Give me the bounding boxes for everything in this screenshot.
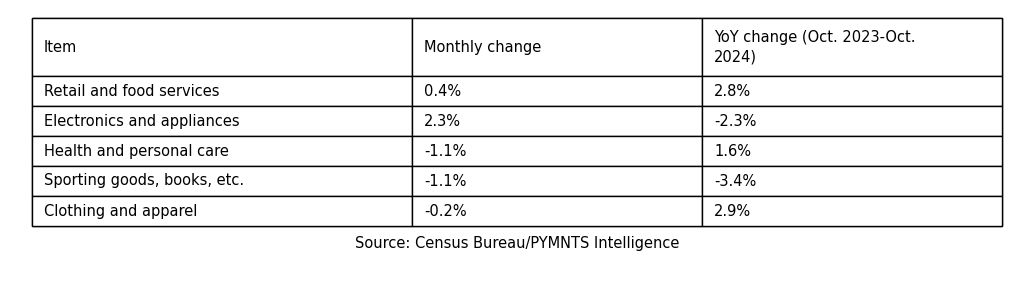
Bar	[702, 136, 1002, 166]
Text: -1.1%: -1.1%	[424, 143, 466, 158]
Bar	[32, 18, 1002, 226]
Bar	[32, 136, 412, 166]
Text: Source: Census Bureau/PYMNTS Intelligence: Source: Census Bureau/PYMNTS Intelligenc…	[355, 236, 679, 251]
Text: YoY change (Oct. 2023-Oct.
2024): YoY change (Oct. 2023-Oct. 2024)	[714, 30, 915, 65]
Bar	[702, 18, 1002, 76]
Bar	[412, 18, 702, 76]
Text: Health and personal care: Health and personal care	[44, 143, 229, 158]
Bar	[32, 166, 412, 196]
Text: 1.6%: 1.6%	[714, 143, 751, 158]
Text: Electronics and appliances: Electronics and appliances	[44, 113, 239, 128]
Bar	[702, 106, 1002, 136]
Text: -1.1%: -1.1%	[424, 173, 466, 189]
Bar	[412, 166, 702, 196]
Text: Sporting goods, books, etc.: Sporting goods, books, etc.	[44, 173, 244, 189]
Text: 0.4%: 0.4%	[424, 84, 461, 98]
Bar	[412, 196, 702, 226]
Text: Clothing and apparel: Clothing and apparel	[44, 204, 198, 219]
Bar	[412, 106, 702, 136]
Text: 2.3%: 2.3%	[424, 113, 461, 128]
Text: -3.4%: -3.4%	[714, 173, 757, 189]
Text: Item: Item	[44, 39, 78, 54]
Bar	[32, 106, 412, 136]
Text: 2.8%: 2.8%	[714, 84, 751, 98]
Bar	[702, 166, 1002, 196]
Bar	[32, 196, 412, 226]
Bar	[702, 196, 1002, 226]
Text: -0.2%: -0.2%	[424, 204, 466, 219]
Text: 2.9%: 2.9%	[714, 204, 751, 219]
Bar	[32, 18, 412, 76]
Bar	[32, 76, 412, 106]
Text: Retail and food services: Retail and food services	[44, 84, 220, 98]
Bar	[412, 76, 702, 106]
Text: -2.3%: -2.3%	[714, 113, 757, 128]
Bar	[412, 136, 702, 166]
Bar	[702, 76, 1002, 106]
Text: Monthly change: Monthly change	[424, 39, 541, 54]
